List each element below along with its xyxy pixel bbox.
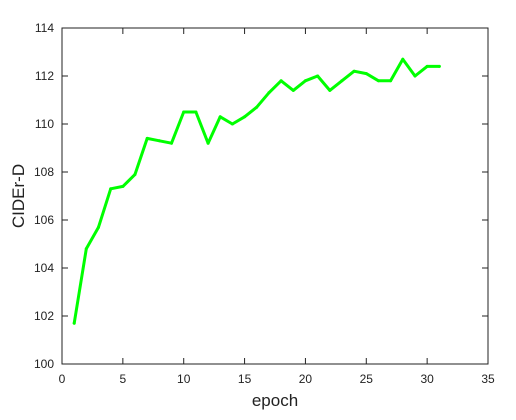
x-tick-label: 0 — [59, 372, 66, 386]
data-point — [182, 110, 186, 114]
data-point — [328, 88, 332, 92]
data-point — [352, 69, 356, 73]
data-point — [121, 184, 125, 188]
data-point — [218, 115, 222, 119]
data-point — [194, 110, 198, 114]
x-tick-label: 5 — [120, 372, 127, 386]
data-point — [145, 136, 149, 140]
x-tick-label: 30 — [420, 372, 434, 386]
y-tick-label: 104 — [34, 261, 54, 275]
data-point — [401, 57, 405, 61]
data-point — [389, 79, 393, 83]
data-point — [206, 141, 210, 145]
data-point — [413, 74, 417, 78]
data-point — [291, 88, 295, 92]
x-tick-label: 35 — [481, 372, 495, 386]
series-line-cider-d — [72, 57, 441, 325]
data-point — [84, 247, 88, 251]
y-axis-title: CIDEr-D — [9, 164, 28, 228]
data-point — [243, 115, 247, 119]
y-tick-label: 112 — [35, 69, 54, 83]
x-tick-label: 15 — [238, 372, 252, 386]
y-tick-label: 114 — [35, 21, 54, 35]
data-point — [340, 79, 344, 83]
data-point — [437, 64, 441, 68]
x-tick-label: 20 — [299, 372, 313, 386]
data-point — [72, 321, 76, 325]
y-tick-label: 106 — [34, 213, 54, 227]
x-tick-label: 25 — [360, 372, 374, 386]
data-point — [279, 79, 283, 83]
x-tick-label: 10 — [177, 372, 191, 386]
y-tick-label: 110 — [35, 117, 54, 131]
data-point — [364, 72, 368, 76]
data-point — [97, 225, 100, 229]
data-point — [425, 64, 429, 68]
data-point — [303, 79, 307, 83]
data-point — [133, 172, 137, 176]
data-point — [157, 139, 161, 143]
y-tick-label: 102 — [34, 309, 54, 323]
data-point — [255, 105, 259, 109]
data-point — [377, 79, 380, 83]
axis-ticks — [61, 27, 489, 365]
y-tick-label: 108 — [34, 165, 54, 179]
data-point — [267, 91, 271, 95]
tick-labels: 0 5 10 15 20 25 30 35 100 102 104 106 108 110 112 114 — [34, 21, 495, 386]
y-tick-label: 100 — [34, 357, 54, 371]
x-axis-title: epoch — [252, 391, 298, 410]
plot-frame — [61, 27, 489, 365]
data-point — [316, 74, 320, 78]
data-point — [170, 141, 173, 145]
data-point — [230, 122, 234, 126]
series-points — [72, 57, 441, 325]
data-point — [109, 187, 113, 191]
